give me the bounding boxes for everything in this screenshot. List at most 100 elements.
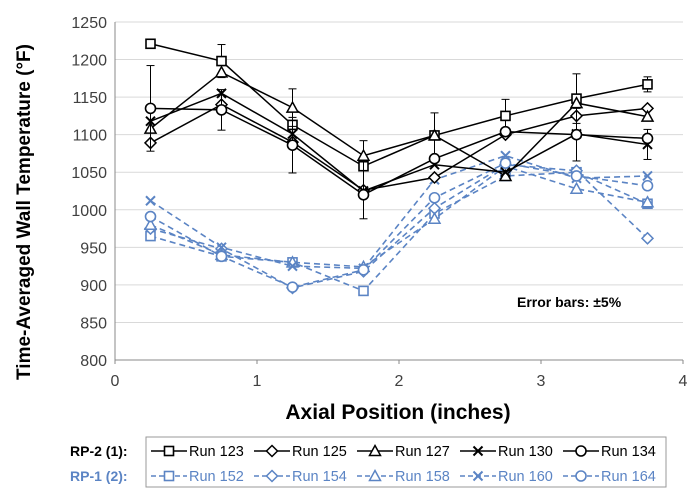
y-tick-label: 1100 — [73, 128, 108, 145]
legend-label: Run 164 — [601, 469, 656, 485]
legend-label: Run 123 — [189, 444, 244, 460]
series-line — [150, 162, 648, 288]
data-point — [640, 195, 655, 208]
data-point — [499, 157, 512, 170]
data-point — [144, 102, 157, 115]
data-point — [427, 170, 442, 185]
data-point — [641, 132, 654, 145]
legend-item-run-158: Run 158 — [357, 468, 450, 485]
series-run-123 — [145, 38, 653, 172]
legend-swatch-marker — [265, 444, 279, 458]
legend-label: Run 125 — [292, 444, 347, 460]
legend-item-run-125: Run 125 — [254, 444, 347, 460]
legend-swatch-marker — [163, 470, 175, 482]
data-point — [216, 55, 227, 67]
data-point — [143, 217, 158, 231]
legend-group-label: RP-1 (2): — [70, 468, 128, 484]
data-point — [569, 181, 584, 194]
data-point — [357, 264, 370, 276]
legend-swatch-marker — [265, 469, 279, 483]
series-line — [150, 165, 648, 268]
data-point — [145, 195, 156, 206]
legend-label: Run 160 — [498, 469, 553, 485]
legend-group-label: RP-2 (1): — [70, 443, 128, 459]
y-tick-label: 850 — [80, 315, 107, 332]
x-tick-label: 4 — [679, 373, 688, 390]
legend-item-run-127: Run 127 — [357, 443, 450, 460]
legend-item-run-123: Run 123 — [151, 444, 244, 460]
legend-swatch-marker — [575, 470, 587, 482]
legend-label: Run 158 — [395, 469, 450, 485]
legend: RP-2 (1): RP-1 (2): Run 123 Run 125 Run 127 R… — [70, 436, 667, 488]
data-point — [215, 104, 228, 116]
series-line — [150, 171, 648, 292]
x-axis-title: Axial Position (inches) — [285, 401, 510, 424]
y-tick-label: 800 — [80, 353, 107, 370]
legend-swatch-marker — [472, 445, 484, 457]
legend-swatch-marker — [472, 470, 484, 482]
data-point — [144, 210, 157, 223]
y-axis-title: Time-Averaged Wall Temperature (°F) — [14, 44, 35, 380]
data-point — [285, 100, 300, 113]
y-tick-label: 1000 — [71, 203, 107, 220]
data-point — [641, 179, 654, 192]
y-tick-label: 1150 — [73, 90, 108, 107]
data-point — [570, 128, 583, 141]
legend-swatch-marker — [575, 445, 587, 457]
legend-item-run-134: Run 134 — [563, 444, 656, 460]
legend-item-run-130: Run 130 — [460, 444, 553, 460]
x-tick-label: 3 — [537, 373, 546, 390]
data-point — [428, 152, 441, 165]
series-line — [150, 92, 648, 192]
y-tick-label: 900 — [80, 278, 107, 295]
x-tick-label: 0 — [111, 373, 120, 390]
legend-item-run-152: Run 152 — [151, 469, 244, 485]
data-point — [356, 148, 371, 161]
series-run-164 — [144, 157, 654, 293]
error-bars-annotation: Error bars: ±5% — [517, 294, 622, 310]
data-point — [642, 170, 653, 182]
legend-swatch-marker — [368, 443, 382, 457]
series-run-134 — [144, 65, 654, 220]
data-point — [499, 125, 512, 138]
series-line — [150, 43, 648, 168]
legend-swatch-marker — [368, 468, 382, 482]
legend-label: Run 134 — [601, 444, 656, 460]
y-tick-label: 1250 — [71, 15, 107, 32]
data-point — [287, 260, 298, 272]
data-point — [145, 38, 156, 50]
data-point — [428, 191, 441, 204]
data-point — [500, 167, 511, 178]
y-tick-label: 1200 — [71, 53, 107, 70]
data-point — [427, 211, 442, 225]
legend-item-run-164: Run 164 — [563, 469, 656, 485]
y-tick-label: 950 — [80, 240, 107, 257]
data-point — [570, 170, 583, 182]
legend-label: Run 152 — [189, 469, 244, 485]
legend-label: Run 154 — [292, 469, 347, 485]
data-point — [640, 109, 655, 122]
data-point — [642, 79, 653, 90]
data-point — [215, 250, 228, 263]
data-point — [286, 139, 299, 151]
x-tick-label: 2 — [395, 373, 404, 390]
data-point — [216, 242, 227, 253]
gridlines — [115, 21, 683, 361]
data-point — [500, 110, 511, 122]
series-line — [150, 71, 648, 177]
legend-label: Run 130 — [498, 444, 553, 460]
data-point — [286, 281, 299, 293]
legend-item-run-154: Run 154 — [254, 469, 347, 485]
data-point — [640, 231, 655, 245]
y-tick-label: 1050 — [71, 165, 107, 182]
data-point — [427, 128, 442, 141]
data-point — [569, 96, 584, 109]
data-point — [214, 65, 229, 78]
data-point — [357, 188, 370, 201]
legend-swatch-marker — [163, 445, 175, 457]
x-tick-label: 1 — [253, 373, 262, 390]
series-layer — [143, 38, 655, 297]
legend-label: Run 127 — [395, 444, 450, 460]
series-line — [150, 103, 648, 192]
